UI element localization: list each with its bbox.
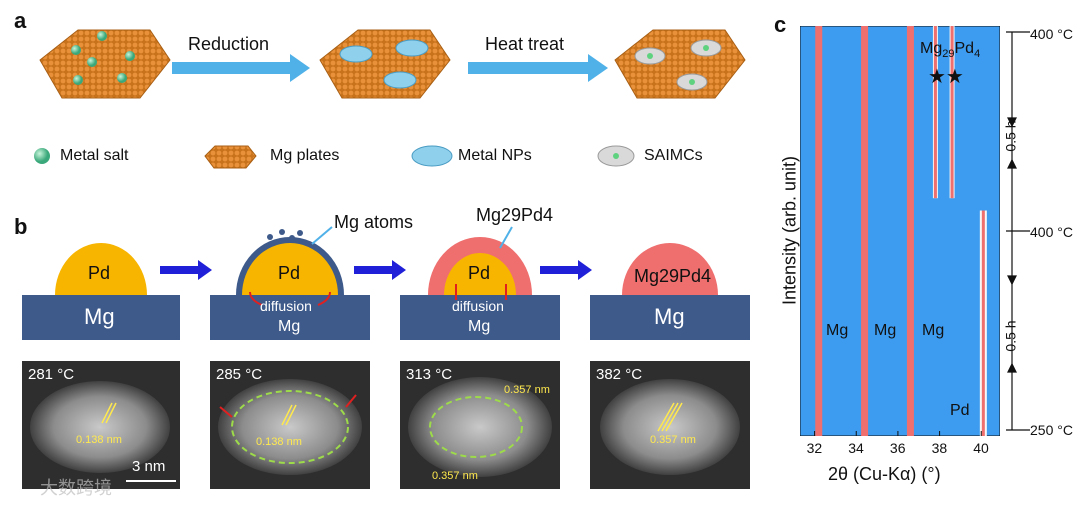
mg-plate-2 — [319, 29, 451, 99]
stage2-particle: Pd — [278, 263, 301, 283]
star-icon: ★★ — [928, 66, 964, 88]
time-label-mid: 400 °C — [1030, 224, 1073, 240]
peak-band-mg-2 — [906, 26, 914, 436]
peak-core-3 — [933, 26, 937, 199]
stage4-substrate: Mg — [654, 304, 685, 329]
metal-salt-dot — [71, 45, 81, 55]
peak-band-mg-1 — [861, 26, 869, 436]
tem-spacing-3-bottom: 0.357 nm — [432, 470, 478, 482]
mg-substrate-1 — [22, 295, 180, 340]
mg-substrate-2 — [210, 295, 370, 340]
time-label-top: 400 °C — [1030, 26, 1073, 42]
pd-particle-2 — [242, 243, 338, 295]
time-label-bottom: 250 °C — [1030, 422, 1073, 438]
panel-b-schematic — [22, 226, 750, 340]
stage3-particle: Pd — [468, 263, 491, 283]
panel-c-ylabel: Intensity (arb. unit) — [779, 155, 800, 306]
x-tick-label-32: 32 — [806, 440, 823, 456]
tem-images — [22, 361, 750, 489]
stage4-particle: Mg29Pd4 — [634, 266, 712, 286]
legend-metal-salt-icon — [34, 148, 50, 164]
mg-atoms — [267, 229, 303, 241]
reduction-label: Reduction — [188, 34, 270, 54]
tem-temp-1: 281 °C — [28, 366, 75, 383]
duration-label-2: 0.5 h — [1002, 320, 1019, 352]
stage-arrow-3 — [540, 260, 592, 280]
heatmap-background — [800, 26, 1000, 436]
stage1-substrate: Mg — [84, 304, 115, 329]
tem-temp-4: 382 °C — [596, 366, 643, 383]
tem-spacing-1: 0.138 nm — [76, 434, 122, 446]
legend-mg-plate-icon — [204, 145, 257, 169]
reduction-arrow — [172, 54, 310, 82]
peak-band-mg-0 — [815, 26, 823, 436]
tem-spacing-4: 0.357 nm — [650, 434, 696, 446]
mg-substrate-4 — [590, 295, 750, 340]
panel-c-label: c — [774, 12, 787, 37]
mg-peak-label-1: Mg — [826, 322, 849, 339]
stage3-diffusion: diffusion — [452, 298, 504, 314]
stage-arrow-1 — [160, 260, 212, 280]
heat-treat-arrow — [468, 54, 608, 82]
pd-peak-label: Pd — [950, 402, 970, 419]
panel-b-label: b — [14, 214, 28, 239]
legend-metal-salt: Metal salt — [60, 147, 129, 164]
mg-peak-label-3: Mg — [922, 322, 945, 339]
tem-temp-3: 313 °C — [406, 366, 453, 383]
phase-top-label: Mg29Pd4 — [920, 40, 981, 61]
panel-c-xlabel: 2θ (Cu-Kα) (°) — [828, 464, 941, 484]
legend-saimcs: SAIMCs — [644, 147, 703, 164]
x-tick-label-38: 38 — [931, 440, 948, 456]
heat-treat-label: Heat treat — [485, 34, 565, 54]
mg-peak-label-2: Mg — [874, 322, 897, 339]
panel-a-label: a — [14, 8, 27, 33]
mg-substrate-3 — [400, 295, 560, 340]
xrd-heatmap — [800, 26, 1000, 436]
peak-core-5 — [981, 210, 985, 436]
x-tick-label-36: 36 — [889, 440, 906, 456]
metal-np-cluster — [339, 39, 429, 89]
watermark: 大数跨境 — [40, 478, 112, 498]
time-axis — [1006, 31, 1030, 431]
mg-plate-1 — [39, 29, 171, 99]
x-tick-label-34: 34 — [848, 440, 864, 456]
legend-mg-plates: Mg plates — [270, 147, 340, 164]
tem-spacing-2: 0.138 nm — [256, 436, 302, 448]
tem-spacing-3-top: 0.357 nm — [504, 384, 550, 396]
legend-metal-np-icon — [411, 145, 453, 167]
stage3-substrate: Mg — [468, 318, 491, 335]
stage-arrow-2 — [354, 260, 406, 280]
x-tick-label-40: 40 — [973, 440, 989, 456]
mg29pd4-label: Mg29Pd4 — [476, 205, 554, 225]
stage2-substrate: Mg — [278, 318, 301, 335]
duration-label-1: 0.5 h — [1002, 120, 1019, 152]
mg-atoms-label: Mg atoms — [334, 212, 414, 232]
panel-a-schematic — [34, 29, 746, 169]
mg-plate-3 — [614, 29, 746, 99]
mg29pd4-particle-4 — [622, 243, 718, 295]
peak-core-4 — [950, 26, 954, 199]
stage1-particle: Pd — [88, 263, 111, 283]
tem-temp-2: 285 °C — [216, 366, 263, 383]
pd-particle-3 — [444, 253, 516, 295]
stage2-diffusion: diffusion — [260, 298, 312, 314]
pd-particle-1 — [55, 243, 147, 295]
legend-metal-nps: Metal NPs — [458, 147, 532, 164]
scalebar-label: 3 nm — [132, 458, 166, 475]
